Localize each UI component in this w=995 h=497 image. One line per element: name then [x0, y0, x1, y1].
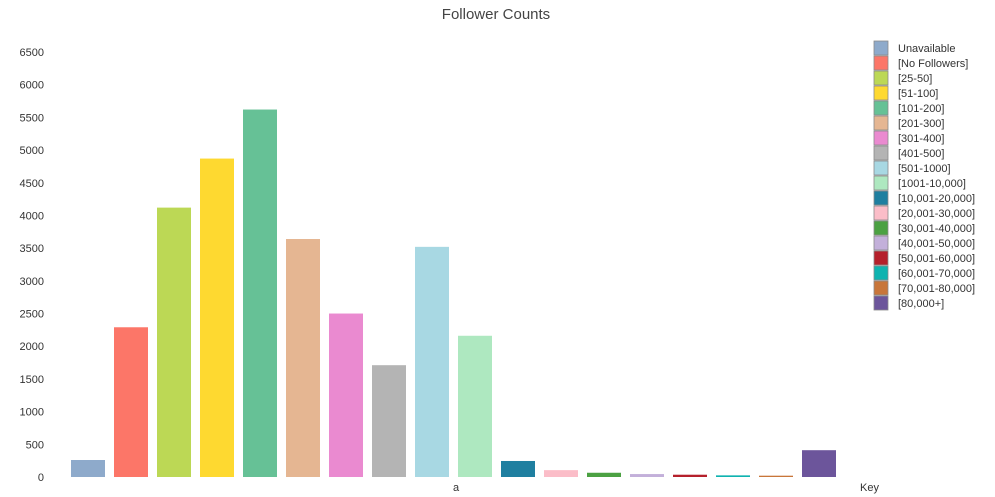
y-tick-label: 1500 — [20, 374, 44, 386]
y-axis: 0 500 1000 1500 2000 2500 3000 3500 4000 4500 5000… — [20, 47, 44, 484]
bar-5[interactable] — [243, 109, 277, 478]
bar-10[interactable] — [458, 335, 492, 477]
legend-item[interactable]: [10,001-20,000] — [873, 190, 975, 206]
chart-title: Follower Counts — [442, 6, 550, 23]
legend-item[interactable]: [No Followers] — [873, 55, 968, 71]
y-tick-label: 0 — [38, 472, 44, 484]
bar-13[interactable] — [587, 472, 621, 477]
y-tick-label: 6000 — [20, 80, 44, 92]
legend-swatch — [873, 160, 889, 176]
legend-item[interactable]: [501-1000] — [873, 160, 951, 176]
legend-swatch — [873, 70, 889, 86]
bars — [71, 109, 836, 478]
x-axis-label: a — [453, 482, 460, 494]
legend-item[interactable]: Unavailable — [873, 40, 955, 56]
legend-swatch — [873, 130, 889, 146]
legend-label: [70,001-80,000] — [898, 283, 975, 295]
bar-14[interactable] — [630, 474, 664, 477]
legend-label: [25-50] — [898, 73, 932, 85]
legend-swatch — [873, 100, 889, 116]
legend-swatch — [873, 175, 889, 191]
y-tick-label: 500 — [26, 439, 44, 451]
legend-title: Key — [860, 482, 879, 494]
legend-item[interactable]: [25-50] — [873, 70, 932, 86]
y-tick-label: 5000 — [20, 145, 44, 157]
legend-swatch — [873, 55, 889, 71]
bar-18[interactable] — [802, 450, 836, 477]
legend-swatch — [873, 40, 889, 56]
legend-swatch — [873, 115, 889, 131]
legend-swatch — [873, 85, 889, 101]
bar-15[interactable] — [673, 474, 707, 477]
bar-8[interactable] — [372, 365, 406, 477]
legend-swatch — [873, 190, 889, 206]
bar-7[interactable] — [329, 313, 363, 477]
bar-17[interactable] — [759, 475, 793, 477]
y-tick-label: 3500 — [20, 243, 44, 255]
legend-label: [10,001-20,000] — [898, 193, 975, 205]
legend-item[interactable]: [101-200] — [873, 100, 944, 116]
legend-item[interactable]: [80,000+] — [873, 295, 944, 311]
y-tick-label: 2000 — [20, 341, 44, 353]
legend-swatch — [873, 145, 889, 161]
legend-item[interactable]: [301-400] — [873, 130, 944, 146]
legend-label: [20,001-30,000] — [898, 208, 975, 220]
legend-label: [51-100] — [898, 88, 938, 100]
bar-16[interactable] — [716, 475, 750, 477]
legend-label: [30,001-40,000] — [898, 223, 975, 235]
bar-9[interactable] — [415, 246, 449, 477]
legend-label: [No Followers] — [898, 58, 968, 70]
bar-2[interactable] — [114, 327, 148, 477]
legend-item[interactable]: [1001-10,000] — [873, 175, 966, 191]
bar-1[interactable] — [71, 460, 105, 477]
legend-item[interactable]: [201-300] — [873, 115, 944, 131]
y-tick-label: 6500 — [20, 47, 44, 59]
legend-swatch — [873, 235, 889, 251]
legend-label: [1001-10,000] — [898, 178, 966, 190]
legend-item[interactable]: [51-100] — [873, 85, 938, 101]
bar-4[interactable] — [200, 158, 234, 478]
bar-12[interactable] — [544, 470, 578, 477]
legend-label: [501-1000] — [898, 163, 951, 175]
y-tick-label: 1000 — [20, 407, 44, 419]
legend-item[interactable]: [70,001-80,000] — [873, 280, 975, 296]
legend-item[interactable]: [20,001-30,000] — [873, 205, 975, 221]
legend-label: [60,001-70,000] — [898, 268, 975, 280]
bar-6[interactable] — [286, 239, 320, 477]
y-tick-label: 2500 — [20, 309, 44, 321]
legend-item[interactable]: [60,001-70,000] — [873, 265, 975, 281]
legend-item[interactable]: [50,001-60,000] — [873, 250, 975, 266]
legend-swatch — [873, 205, 889, 221]
y-tick-label: 5500 — [20, 112, 44, 124]
y-tick-label: 3000 — [20, 276, 44, 288]
y-tick-label: 4000 — [20, 210, 44, 222]
legend-label: [101-200] — [898, 103, 944, 115]
bar-11[interactable] — [501, 460, 535, 477]
legend-label: [40,001-50,000] — [898, 238, 975, 250]
legend-item[interactable]: [30,001-40,000] — [873, 220, 975, 236]
legend: Unavailable [No Followers] [25-50] [51-100]… — [873, 40, 975, 311]
legend-label: Unavailable — [898, 43, 955, 55]
legend-label: [401-500] — [898, 148, 944, 160]
legend-swatch — [873, 280, 889, 296]
y-tick-label: 4500 — [20, 178, 44, 190]
legend-label: [50,001-60,000] — [898, 253, 975, 265]
legend-label: [80,000+] — [898, 298, 944, 310]
legend-swatch — [873, 250, 889, 266]
legend-swatch — [873, 295, 889, 311]
legend-item[interactable]: [40,001-50,000] — [873, 235, 975, 251]
legend-label: [301-400] — [898, 133, 944, 145]
bar-3[interactable] — [157, 207, 191, 477]
legend-swatch — [873, 265, 889, 281]
legend-swatch — [873, 220, 889, 236]
legend-label: [201-300] — [898, 118, 944, 130]
legend-item[interactable]: [401-500] — [873, 145, 944, 161]
